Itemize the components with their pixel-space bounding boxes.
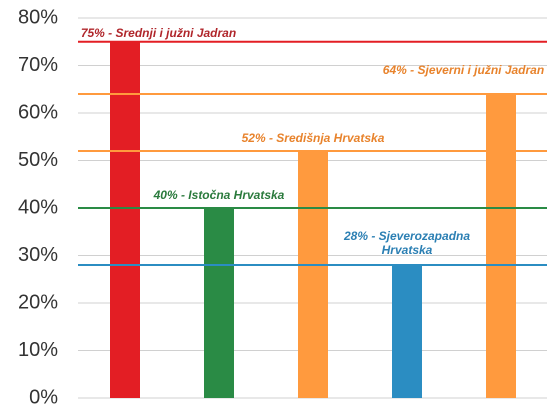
y-tick-label: 60%: [18, 101, 58, 123]
y-tick-label: 40%: [18, 196, 58, 218]
bar: [204, 208, 234, 398]
bar: [298, 151, 328, 398]
value-label: 64% - Sjeverni i južni Jadran: [382, 63, 545, 77]
bar: [392, 265, 422, 398]
y-tick-label: 20%: [18, 291, 58, 313]
value-label: 28% - Sjeverozapadna Hrvatska: [343, 229, 471, 257]
value-label: 52% - Središnja Hrvatska: [241, 131, 385, 145]
bar: [110, 41, 140, 398]
y-tick-label: 80%: [18, 6, 58, 28]
value-label: 75% - Srednji i južni Jadran: [80, 25, 237, 40]
value-label: 40% - Istočna Hrvatska: [153, 188, 285, 202]
y-tick-label: 10%: [18, 339, 58, 361]
y-tick-label: 70%: [18, 54, 58, 76]
y-tick-label: 0%: [29, 386, 58, 405]
y-tick-label: 50%: [18, 149, 58, 171]
y-tick-label: 30%: [18, 244, 58, 266]
bar: [486, 94, 516, 398]
